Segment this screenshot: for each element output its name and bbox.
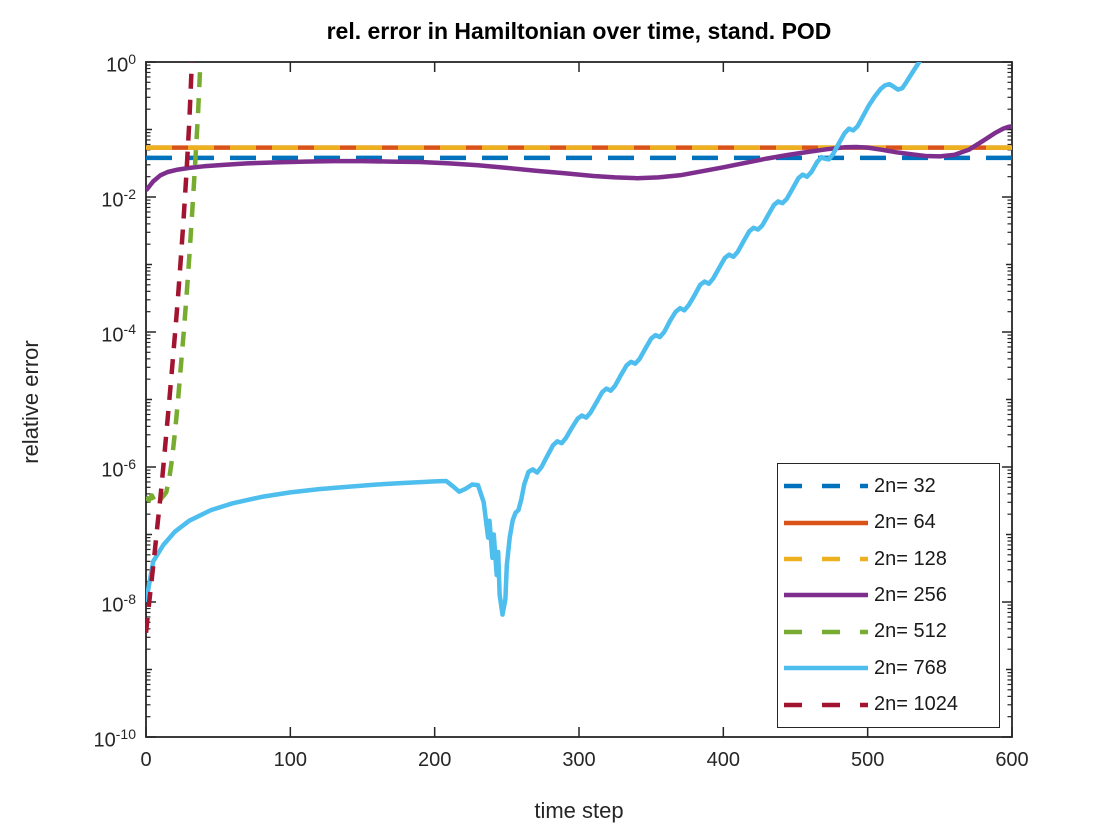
legend-item-label: 2n= 32 [874,474,936,497]
series-21024 [146,62,195,634]
legend-item-label: 2n= 768 [874,656,947,679]
legend-item-label: 2n= 512 [874,620,947,643]
series-2256 [146,124,1012,192]
legend-item: 2n= 1024 [784,690,999,720]
legend-line-sample [784,629,868,635]
series-2768 [146,62,922,617]
legend-item-label: 2n= 1024 [874,693,958,716]
y-tick-label: 100 [105,51,136,77]
x-tick-label: 300 [562,749,596,771]
y-tick-label: 10-2 [101,186,136,212]
legend-item: 2n= 64 [784,508,999,538]
y-tick-label: 10-4 [101,321,136,347]
legend-line-sample [784,556,868,562]
legend-line-sample [784,666,868,671]
x-tick-label: 100 [273,749,308,771]
y-tick-label: 10-10 [93,726,136,752]
series-2512 [146,62,203,504]
legend-line-sample [784,520,868,525]
legend-line-sample [784,702,868,707]
y-tick-label: 10-8 [101,591,136,617]
x-axis-label: time step [534,798,624,823]
x-tick-label: 600 [995,749,1029,771]
chart-title: rel. error in Hamiltonian over time, sta… [326,18,832,44]
legend-item: 2n= 512 [784,617,999,647]
legend-item-label: 2n= 128 [874,547,947,570]
legend-item: 2n= 32 [784,471,999,501]
x-tick-label: 500 [850,749,885,771]
x-tick-label: 200 [417,749,452,771]
x-tick-label: 0 [140,749,152,771]
y-tick-label: 10-6 [101,456,136,482]
legend-line-sample [784,483,868,489]
legend-box: 2n= 32 2n= 64 2n= 128 2n= 256 2n= 512 2n= 768… [777,463,1000,728]
legend-item: 2n= 256 [784,580,999,610]
legend-line-sample [784,593,868,598]
legend-item-label: 2n= 256 [874,583,947,606]
legend-item: 2n= 128 [784,544,999,574]
x-tick-label: 400 [706,749,741,771]
legend-item-label: 2n= 64 [874,511,936,534]
legend-item: 2n= 768 [784,653,999,683]
